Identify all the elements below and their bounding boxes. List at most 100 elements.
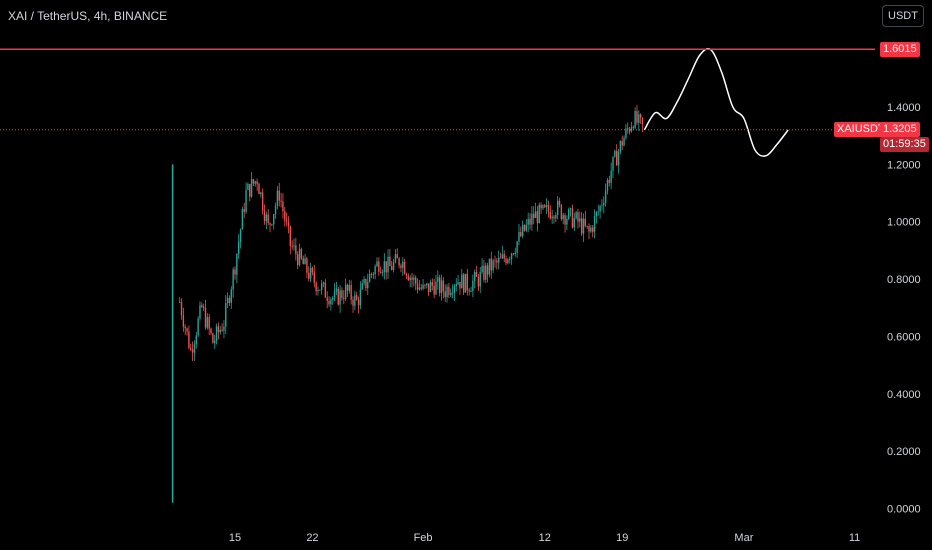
candle-body — [592, 227, 594, 232]
candle-body — [232, 269, 234, 290]
candle-body — [225, 303, 227, 327]
candle-body — [343, 297, 345, 299]
candle-body — [214, 340, 216, 344]
candle-body — [402, 261, 404, 268]
candle-body — [186, 328, 188, 332]
candle-body — [540, 204, 542, 209]
candle-body — [427, 283, 430, 293]
candle-body — [627, 128, 629, 130]
candle-body — [446, 286, 448, 298]
candle-body — [483, 265, 485, 280]
candle-body — [319, 289, 321, 291]
candle-body — [365, 278, 367, 289]
candle-body — [582, 218, 585, 234]
candle-body — [367, 282, 369, 289]
candle-body — [206, 317, 209, 328]
candle-body — [571, 208, 574, 228]
candle-body — [520, 232, 522, 237]
candle-body — [228, 297, 231, 303]
candle-body — [461, 274, 463, 289]
candle-body — [505, 258, 507, 264]
candle-body — [435, 281, 437, 295]
candle-body — [348, 285, 351, 291]
candle-body — [302, 258, 304, 265]
candle-body — [521, 224, 524, 237]
candle-body — [424, 284, 426, 286]
candle-body — [433, 285, 435, 295]
candle-body — [284, 211, 286, 221]
candle-body — [492, 260, 494, 271]
candle-body — [298, 249, 301, 266]
candle-body — [599, 206, 601, 212]
candle-body — [396, 254, 398, 259]
candle-body — [403, 261, 406, 274]
candle-body — [437, 277, 439, 282]
candle-body — [184, 326, 186, 329]
candle-body — [355, 295, 358, 300]
candle-body — [628, 129, 631, 132]
candle-body — [440, 280, 443, 294]
candle-body — [249, 183, 251, 197]
candle-body — [254, 181, 256, 184]
candle-body — [313, 272, 315, 283]
candle-body — [324, 282, 327, 298]
candle-body — [632, 127, 634, 128]
candle-body — [407, 276, 410, 281]
candle-body — [416, 283, 419, 290]
candle-body — [418, 287, 421, 290]
candle-body — [481, 265, 483, 272]
candle-body — [234, 269, 236, 275]
candle-body — [287, 221, 290, 227]
projection-path — [643, 47, 789, 157]
candle-body — [569, 208, 572, 210]
x-axis: 15 22 Feb 12 19 Mar 11 — [229, 532, 860, 544]
candle-body — [533, 213, 535, 219]
y-tick-label: 0.4000 — [887, 389, 921, 401]
candle-body — [341, 290, 343, 298]
candle-body — [514, 252, 516, 254]
candle-body — [457, 282, 459, 285]
candle-body — [429, 282, 432, 293]
candle-body — [420, 287, 422, 289]
y-tick-label: 0.6000 — [887, 331, 921, 343]
y-tick-label: 1.2000 — [887, 159, 921, 171]
candle-body — [201, 305, 203, 307]
candle-body — [468, 290, 470, 292]
candle-body — [306, 258, 308, 273]
candle-series — [171, 104, 644, 503]
candle-body — [604, 190, 607, 203]
candle-body — [485, 265, 487, 280]
candle-body — [212, 333, 214, 344]
candle-body — [525, 224, 528, 231]
candle-body — [636, 111, 638, 123]
candle-body — [415, 277, 417, 284]
y-tick-label: 0.8000 — [887, 274, 921, 286]
candle-body — [219, 329, 221, 333]
candle-body — [300, 249, 303, 259]
currency-button[interactable]: USDT — [882, 5, 924, 27]
x-tick-label: 19 — [616, 532, 628, 544]
candle-body — [634, 111, 636, 128]
candle-body — [243, 208, 245, 212]
countdown-tag: 01:59:35 — [880, 137, 929, 152]
candle-body — [474, 271, 476, 281]
candle-body — [459, 282, 461, 289]
candle-body — [411, 277, 413, 280]
candle-body — [236, 253, 238, 275]
candle-body — [278, 190, 280, 201]
candle-body — [448, 286, 450, 295]
candle-body — [217, 326, 220, 333]
candle-body — [477, 276, 480, 287]
x-tick-label: Feb — [414, 532, 433, 544]
candle-body — [190, 347, 192, 350]
candle-body — [617, 151, 620, 166]
x-tick-label: Mar — [734, 532, 753, 544]
x-tick-label: 22 — [306, 532, 318, 544]
candle-body — [335, 288, 338, 292]
candle-body — [280, 200, 282, 202]
candle-body — [311, 268, 314, 273]
candle-body — [509, 258, 511, 260]
candle-body — [464, 273, 467, 293]
candle-body — [536, 211, 539, 224]
